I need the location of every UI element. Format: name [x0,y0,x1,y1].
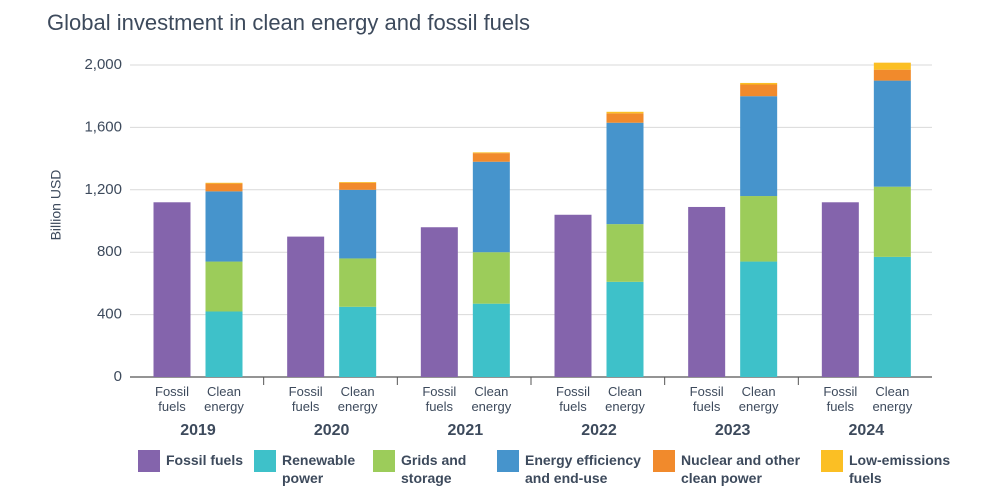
y-tick-label: 0 [114,368,122,385]
bar-segment [873,69,911,81]
bar-segment [606,224,644,282]
legend-swatch [653,450,675,472]
bar-segment [873,186,911,257]
bar-segment [606,111,644,114]
x-tick-label: 2021 [448,422,484,439]
chart-title: Global investment in clean energy and fo… [47,10,530,35]
bar-label: Clean energy [337,384,378,414]
legend-swatch [497,450,519,472]
y-tick-label: 1,600 [84,118,122,135]
bar-segment [554,214,592,377]
bar-label: Fossil fuels [689,384,724,414]
legend-swatch [373,450,395,472]
bar-segment [339,189,377,259]
legend-label: Energy efficiency and end-use [525,452,641,486]
bar-segment [153,202,191,377]
bar-label: Fossil fuels [288,384,323,414]
y-axis-label: Billion USD [48,170,64,241]
x-tick-label: 2024 [849,422,885,439]
legend-label: Grids and storage [401,452,467,486]
bar-segment [740,261,778,377]
bar-segment [606,113,644,123]
bar-segment [873,256,911,377]
bar-segment [472,161,510,253]
bar-segment [472,152,510,154]
bar-segment [339,258,377,307]
bar-segment [339,182,377,183]
bar-segment [205,183,243,192]
y-tick-label: 800 [97,243,122,260]
bar-segment [606,122,644,225]
bar-label: Clean energy [872,384,913,414]
bar-label: Fossil fuels [556,384,590,414]
bar-segment [472,303,510,377]
y-tick-label: 400 [97,306,122,323]
bar-segment [606,281,644,377]
bar-segment [420,227,458,377]
legend-label: Fossil fuels [166,452,244,468]
bar-label: Fossil fuels [823,384,858,414]
bar-segment [873,62,911,70]
bar-segment [205,182,243,184]
legend-swatch [821,450,843,472]
x-tick-label: 2019 [180,422,216,439]
x-tick-label: 2023 [715,422,751,439]
bar-segment [339,306,377,377]
bar-segment [740,96,778,197]
y-tick-label: 2,000 [84,56,122,73]
bar-label: Fossil fuels [422,384,457,414]
bar-segment [821,202,859,377]
bar-segment [205,261,243,312]
x-tick-label: 2020 [314,422,350,439]
bar-label: Clean energy [738,384,779,414]
bar-label: Clean energy [204,384,244,414]
bar-segment [873,80,911,187]
bar-segment [287,236,325,377]
bar-segment [688,206,726,377]
legend-label: Low-emissions fuels [849,452,951,486]
bar-segment [740,196,778,262]
bar-segment [205,311,243,377]
bar-segment [472,252,510,304]
bar-label: Clean energy [471,384,512,414]
bar-segment [472,153,510,162]
bar-segment [205,191,243,262]
bar-segment [740,82,778,85]
bar-segment [740,84,778,97]
legend-label: Renewable power [282,452,356,486]
legend-label: Nuclear and other clean power [681,452,801,486]
x-tick-label: 2022 [581,422,617,439]
bar-label: Clean energy [605,384,645,414]
y-tick-label: 1,200 [84,181,122,198]
bar-segment [339,182,377,190]
bar-label: Fossil fuels [155,384,189,414]
legend-swatch [254,450,276,472]
legend-swatch [138,450,160,472]
